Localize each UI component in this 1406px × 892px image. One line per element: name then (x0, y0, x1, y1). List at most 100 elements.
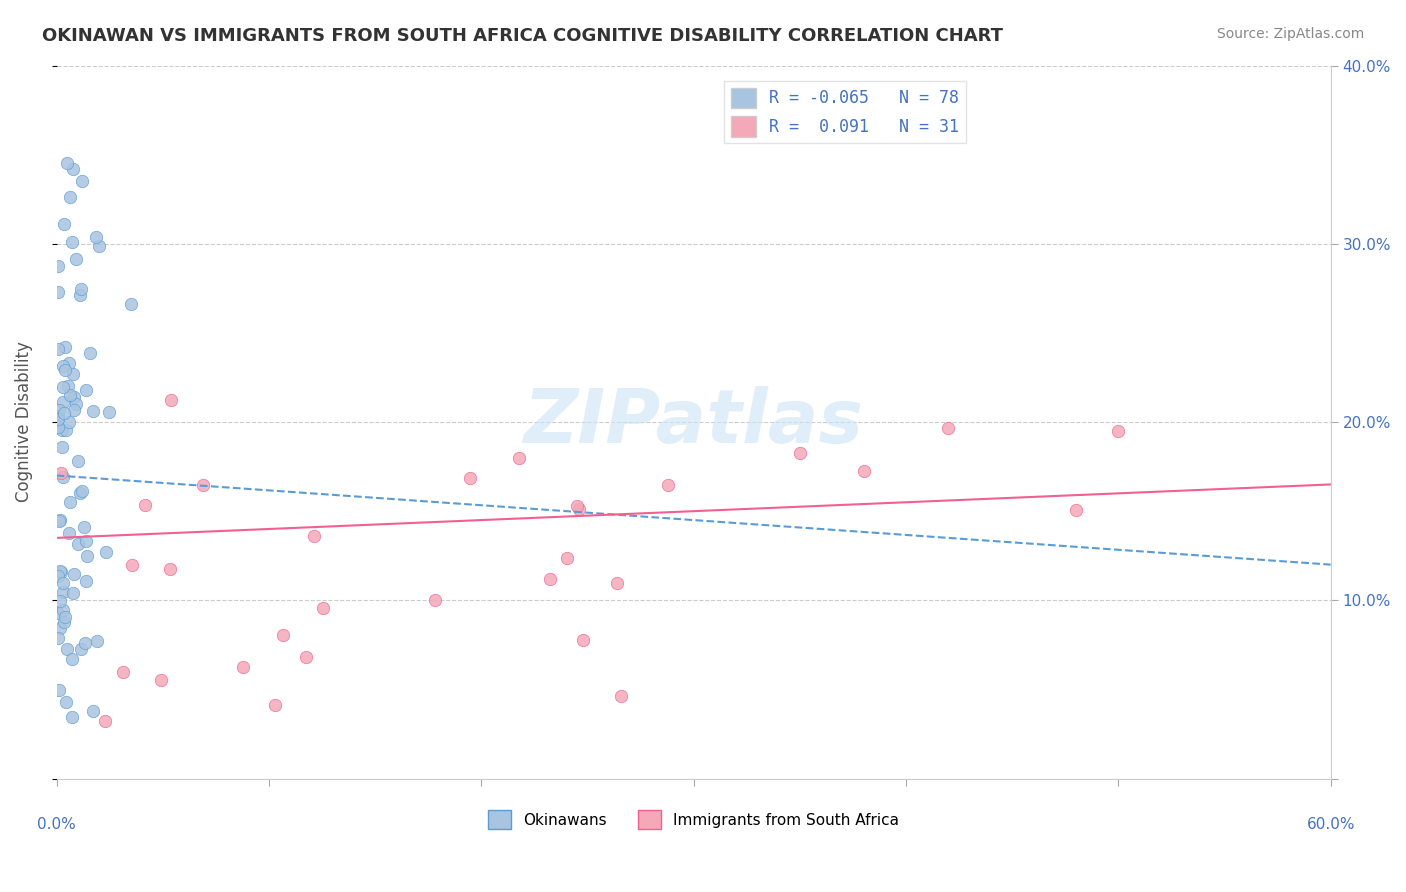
Point (51, 440, 73, 454)
Point (120, 297, 142, 311)
Point (572, 632, 595, 647)
Point (65, 252, 87, 266)
Point (62, 586, 84, 600)
Point (58, 356, 80, 370)
Point (76, 549, 98, 563)
Point (75, 534, 97, 549)
Point (59, 495, 82, 509)
Point (295, 650, 318, 665)
Point (53, 610, 76, 624)
Point (67, 536, 90, 550)
Point (51, 466, 73, 480)
Point (46, 285, 69, 299)
Point (458, 471, 481, 485)
Text: 0.0%: 0.0% (37, 817, 76, 832)
Point (565, 499, 588, 513)
Point (62, 367, 84, 381)
Point (538, 572, 561, 586)
Point (52, 576, 75, 591)
Point (73, 636, 96, 650)
Text: OKINAWAN VS IMMIGRANTS FROM SOUTH AFRICA COGNITIVE DISABILITY CORRELATION CHART: OKINAWAN VS IMMIGRANTS FROM SOUTH AFRICA… (42, 27, 1002, 45)
Point (423, 593, 446, 607)
Point (938, 421, 960, 435)
Point (555, 550, 578, 565)
Point (46, 409, 69, 423)
Point (56, 156, 79, 170)
Point (46, 259, 69, 273)
Point (52, 406, 75, 420)
Point (65, 397, 87, 411)
Point (55, 642, 77, 657)
Point (610, 689, 633, 703)
Point (63, 403, 86, 417)
Point (82, 704, 104, 718)
Point (82, 404, 104, 418)
Point (271, 628, 294, 642)
Point (52, 584, 75, 599)
Point (84, 229, 107, 244)
Point (657, 478, 679, 492)
Point (75, 383, 97, 397)
Point (48, 403, 70, 417)
Point (46, 631, 69, 645)
Point (60, 652, 83, 666)
Y-axis label: Cognitive Disability: Cognitive Disability (15, 342, 32, 502)
Point (160, 392, 183, 407)
Point (70, 641, 93, 656)
Point (312, 601, 335, 615)
Point (48, 683, 70, 698)
Point (52, 615, 75, 630)
Point (94, 544, 117, 558)
Point (264, 698, 287, 712)
Point (97, 405, 120, 419)
Point (46, 569, 69, 583)
Point (49, 565, 72, 579)
Point (46, 412, 69, 426)
Point (568, 501, 591, 516)
Point (302, 528, 325, 542)
Point (58, 379, 80, 393)
Point (73, 520, 96, 534)
Point (59, 387, 82, 401)
Point (69, 486, 91, 500)
Point (49, 621, 72, 635)
Point (52, 359, 75, 374)
Point (508, 451, 530, 466)
Point (51, 423, 73, 437)
Point (66, 454, 89, 468)
Point (87, 238, 110, 252)
Point (606, 575, 628, 590)
Text: Source: ZipAtlas.com: Source: ZipAtlas.com (1216, 27, 1364, 41)
Point (70, 282, 93, 296)
Point (49, 513, 72, 527)
Point (46, 411, 69, 425)
Point (52, 380, 75, 394)
Point (1064, 503, 1087, 517)
Point (159, 562, 181, 576)
Point (48, 514, 70, 528)
Point (75, 574, 97, 588)
Point (1107, 424, 1129, 438)
Point (134, 498, 156, 512)
Point (121, 558, 143, 573)
Text: ZIPatlas: ZIPatlas (523, 385, 863, 458)
Point (94, 714, 117, 728)
Point (58, 416, 80, 430)
Point (46, 420, 69, 434)
Point (52, 469, 75, 483)
Point (62, 567, 84, 582)
Point (52, 603, 75, 617)
Point (86, 634, 108, 648)
Point (79, 346, 101, 360)
Point (70, 484, 93, 499)
Point (232, 660, 254, 674)
Point (53, 362, 76, 376)
Point (60, 710, 83, 724)
Text: 60.0%: 60.0% (1306, 817, 1355, 832)
Point (111, 665, 134, 679)
Point (70, 174, 93, 188)
Point (58, 526, 80, 541)
Point (48, 594, 70, 608)
Point (52, 395, 75, 409)
Point (789, 446, 811, 460)
